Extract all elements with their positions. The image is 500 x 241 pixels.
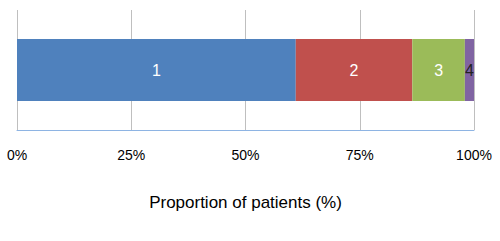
svg-text:2: 2 <box>350 62 359 79</box>
svg-text:4: 4 <box>465 62 474 79</box>
svg-text:3: 3 <box>434 62 443 79</box>
svg-text:100%: 100% <box>456 147 492 163</box>
svg-text:0%: 0% <box>7 147 27 163</box>
svg-text:75%: 75% <box>346 147 374 163</box>
svg-text:25%: 25% <box>117 147 145 163</box>
svg-text:50%: 50% <box>231 147 259 163</box>
svg-text:1: 1 <box>152 62 161 79</box>
svg-text:Proportion of patients (%): Proportion of patients (%) <box>149 193 342 212</box>
